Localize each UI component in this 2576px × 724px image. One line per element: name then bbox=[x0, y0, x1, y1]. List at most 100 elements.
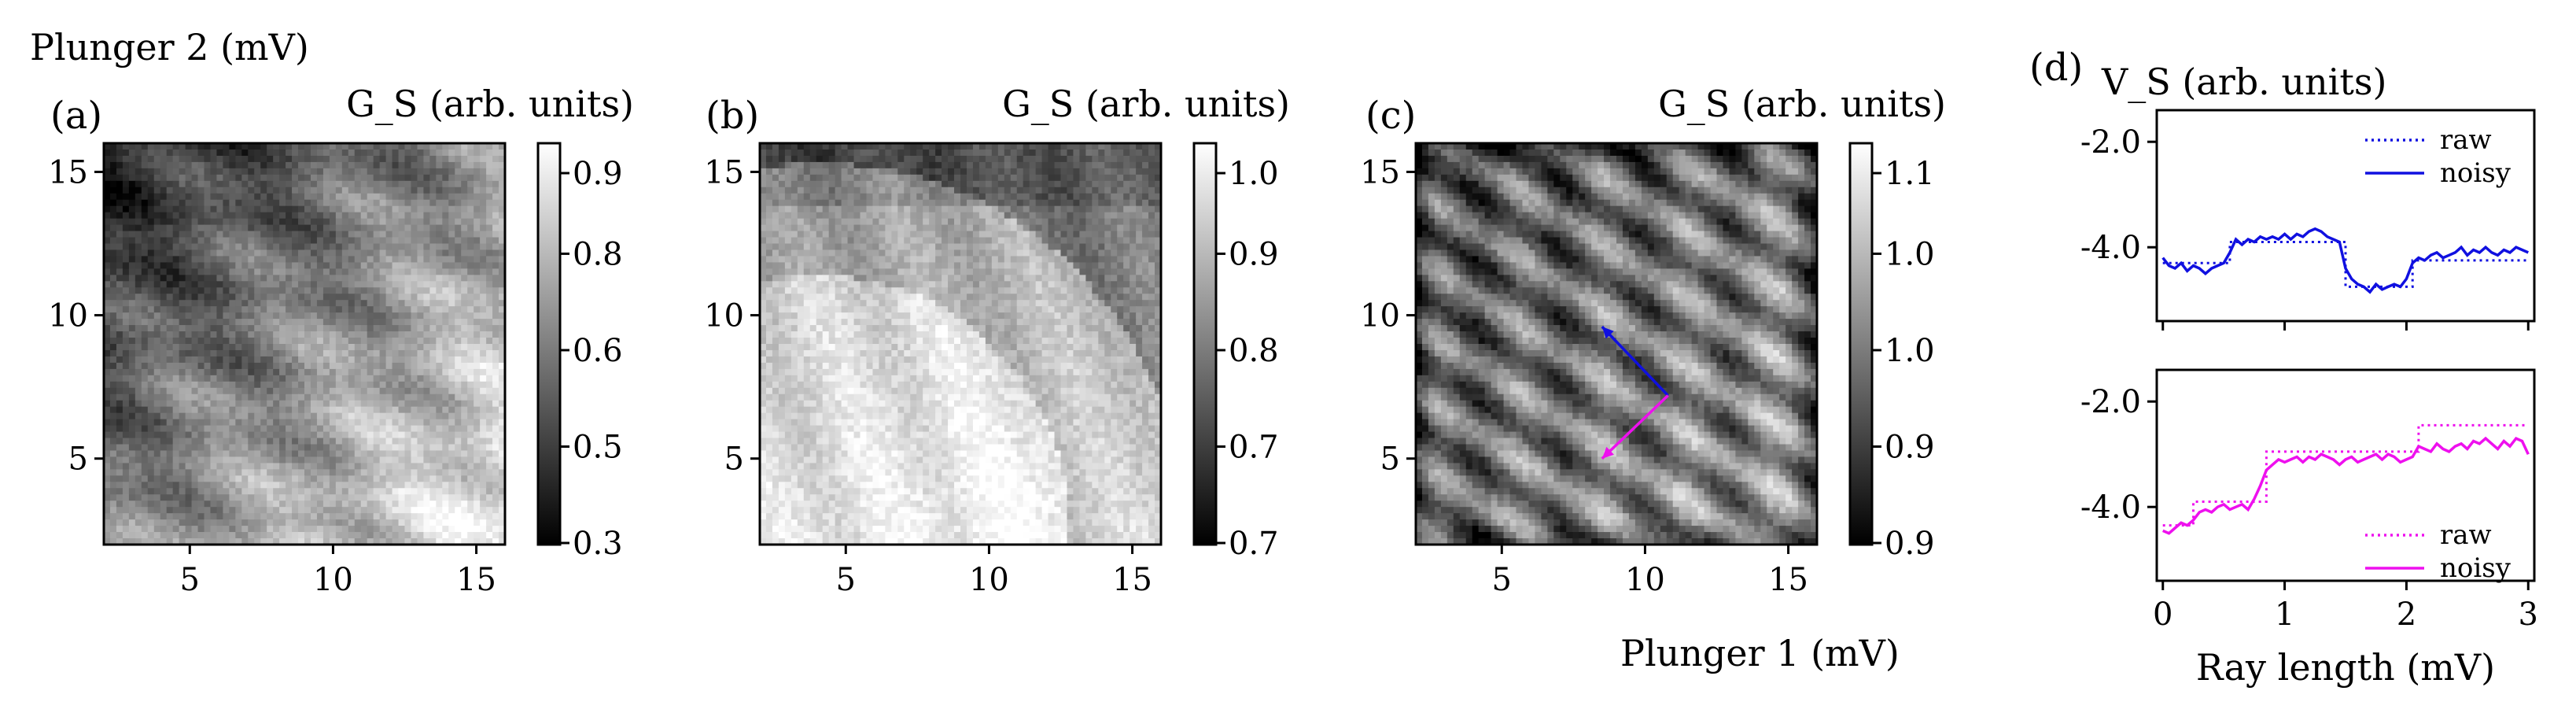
heatmap-cell bbox=[260, 456, 267, 464]
heatmap-cell bbox=[172, 475, 180, 482]
heatmap-cell bbox=[279, 325, 286, 332]
heatmap-cell bbox=[1155, 155, 1162, 163]
heatmap-cell bbox=[153, 319, 161, 326]
heatmap-cell bbox=[273, 287, 280, 294]
heatmap-cell bbox=[985, 161, 993, 169]
heatmap-cell bbox=[461, 463, 468, 470]
heatmap-cell bbox=[109, 249, 117, 257]
heatmap-cell bbox=[304, 356, 311, 364]
heatmap-cell bbox=[423, 275, 430, 282]
heatmap-cell bbox=[254, 488, 261, 495]
heatmap-cell bbox=[229, 193, 236, 201]
heatmap-cell bbox=[411, 338, 418, 345]
heatmap-cell bbox=[448, 325, 455, 332]
heatmap-cell bbox=[816, 224, 824, 232]
heatmap-cell bbox=[160, 393, 168, 401]
heatmap-cell bbox=[809, 168, 817, 175]
heatmap-cell bbox=[223, 444, 230, 452]
heatmap-cell bbox=[910, 205, 917, 213]
heatmap-cell bbox=[116, 243, 123, 251]
heatmap-cell bbox=[104, 513, 111, 520]
heatmap-cell bbox=[954, 149, 961, 157]
heatmap-cell bbox=[442, 161, 449, 169]
heatmap-cell bbox=[499, 224, 506, 232]
heatmap-cell bbox=[404, 393, 412, 401]
heatmap-cell bbox=[411, 456, 418, 464]
heatmap-cell bbox=[135, 400, 142, 408]
heatmap-cell bbox=[847, 199, 855, 207]
heatmap-cell bbox=[467, 319, 474, 326]
heatmap-cell bbox=[348, 381, 356, 389]
heatmap-cell bbox=[474, 161, 481, 169]
heatmap-cell bbox=[480, 469, 487, 476]
heatmap-cell bbox=[455, 268, 462, 275]
heatmap-cell bbox=[448, 193, 455, 201]
heatmap-cell bbox=[104, 325, 111, 332]
heatmap-cell bbox=[404, 356, 412, 364]
heatmap-cell bbox=[191, 362, 199, 370]
heatmap-cell bbox=[474, 356, 481, 364]
heatmap-cell bbox=[474, 180, 481, 188]
heatmap-cell bbox=[373, 338, 381, 345]
heatmap-cell bbox=[141, 224, 149, 232]
heatmap-cell bbox=[235, 450, 242, 458]
heatmap-cell bbox=[286, 368, 293, 376]
heatmap-cell bbox=[204, 312, 212, 320]
heatmap-cell bbox=[279, 243, 286, 251]
heatmap-cell bbox=[254, 338, 261, 345]
heatmap-cell bbox=[248, 143, 255, 150]
heatmap-cell bbox=[461, 268, 468, 275]
heatmap-cell bbox=[385, 237, 393, 245]
heatmap-cell bbox=[392, 180, 400, 188]
heatmap-cell bbox=[480, 362, 487, 370]
heatmap-cell bbox=[260, 287, 267, 294]
heatmap-cell bbox=[499, 199, 506, 207]
heatmap-cell bbox=[411, 375, 418, 382]
heatmap-cell bbox=[191, 338, 199, 345]
heatmap-cell bbox=[292, 262, 299, 269]
heatmap-cell bbox=[772, 161, 779, 169]
heatmap-cell bbox=[379, 494, 387, 501]
heatmap-cell bbox=[341, 356, 349, 364]
heatmap-cell bbox=[223, 149, 230, 157]
heatmap-cell bbox=[404, 349, 412, 357]
heatmap-cell bbox=[822, 218, 830, 226]
colorbar-tick-label: 0.3 bbox=[573, 526, 623, 562]
heatmap-cell bbox=[379, 344, 387, 351]
heatmap-cell bbox=[367, 174, 374, 182]
heatmap-cell bbox=[128, 300, 136, 307]
heatmap-cell bbox=[204, 368, 212, 376]
heatmap-cell bbox=[341, 362, 349, 370]
heatmap-cell bbox=[367, 268, 374, 275]
heatmap-cell bbox=[304, 349, 311, 357]
heatmap-cell bbox=[160, 519, 168, 526]
heatmap-cell bbox=[379, 331, 387, 338]
heatmap-cell bbox=[109, 256, 117, 264]
heatmap-cell bbox=[185, 387, 193, 395]
heatmap-cell bbox=[1029, 143, 1037, 150]
heatmap-cell bbox=[141, 344, 149, 351]
heatmap-cell bbox=[122, 501, 130, 508]
heatmap-cell bbox=[335, 362, 343, 370]
heatmap-cell bbox=[448, 368, 455, 376]
heatmap-cell bbox=[373, 249, 381, 257]
heatmap-cell bbox=[248, 199, 255, 207]
heatmap-cell bbox=[122, 513, 130, 520]
heatmap-cell bbox=[341, 419, 349, 427]
heatmap-cell bbox=[373, 387, 381, 395]
heatmap-cell bbox=[210, 205, 218, 213]
heatmap-cell bbox=[204, 526, 212, 533]
heatmap-cell bbox=[286, 425, 293, 433]
heatmap-cell bbox=[310, 249, 318, 257]
heatmap-cell bbox=[398, 300, 406, 307]
heatmap-cell bbox=[235, 224, 242, 232]
heatmap-cell bbox=[411, 349, 418, 357]
heatmap-cell bbox=[147, 262, 155, 269]
heatmap-cell bbox=[367, 400, 374, 408]
heatmap-cell bbox=[141, 300, 149, 307]
heatmap-cell bbox=[379, 431, 387, 439]
heatmap-cell bbox=[948, 143, 955, 150]
heatmap-cell bbox=[241, 532, 249, 539]
heatmap-cell bbox=[404, 400, 412, 408]
heatmap-cell bbox=[429, 205, 437, 213]
